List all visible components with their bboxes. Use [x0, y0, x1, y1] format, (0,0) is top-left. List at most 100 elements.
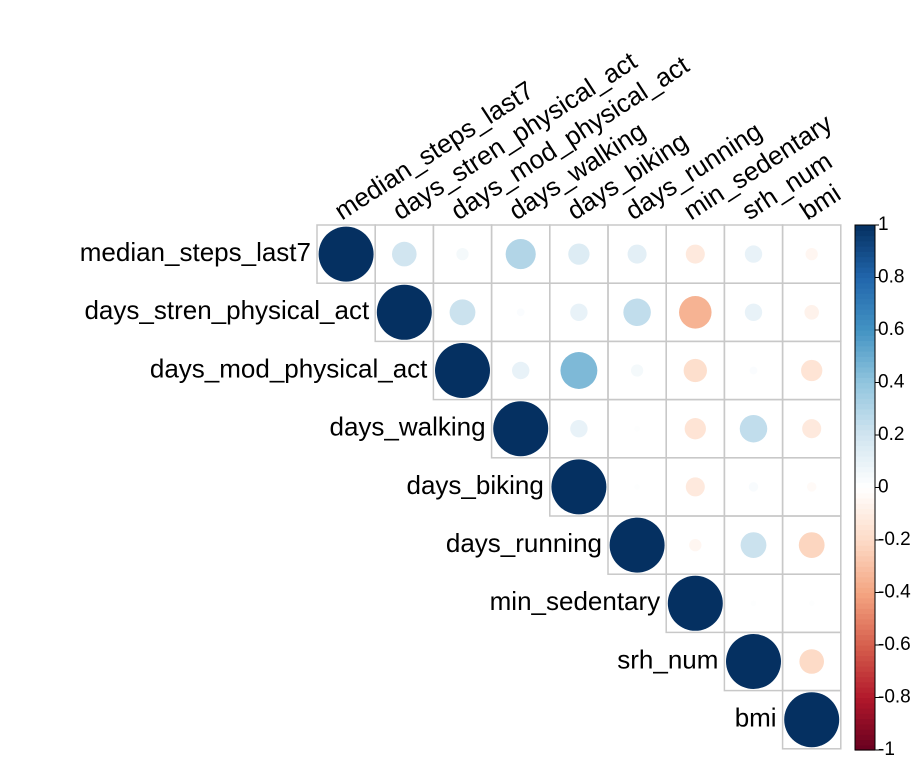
colorbar-segment [855, 372, 875, 378]
colorbar-segment [855, 351, 875, 357]
colorbar-segment [855, 508, 875, 515]
colorbar-segment [855, 739, 875, 746]
colorbar-segment [855, 445, 875, 452]
colorbar-segment [855, 303, 875, 310]
colorbar-segment [855, 676, 875, 683]
colorbar-segment [855, 398, 875, 405]
corr-circle [449, 299, 476, 326]
corr-circle [318, 226, 374, 282]
colorbar-segment [855, 277, 875, 284]
row-label: days_running [446, 528, 602, 558]
corr-circle [623, 298, 651, 327]
colorbar-segment [855, 382, 875, 389]
corr-circle [493, 401, 549, 457]
colorbar-segment [855, 424, 875, 431]
colorbar-segment [855, 377, 875, 384]
corr-circle [551, 459, 607, 515]
colorbar-segment [855, 419, 875, 426]
corr-circle [805, 247, 818, 261]
row-label: days_mod_physical_act [150, 353, 428, 383]
colorbar-segment [855, 298, 875, 305]
colorbar-segment [855, 618, 875, 625]
colorbar-segment [855, 487, 875, 494]
colorbar-segment [855, 666, 875, 672]
colorbar-tick-label: 0 [878, 477, 889, 498]
colorbar-segment [855, 524, 875, 531]
corr-circle [744, 245, 763, 263]
corr-circle [560, 352, 598, 389]
colorbar-segment [855, 634, 875, 641]
corr-circle [804, 305, 819, 320]
row-label: srh_num [617, 644, 718, 674]
colorbar-segment [855, 335, 875, 342]
colorbar-segment [855, 498, 875, 504]
colorbar-segment [855, 246, 875, 252]
corr-circle [685, 477, 705, 497]
colorbar-segment [855, 345, 875, 352]
corr-circle [784, 692, 840, 748]
corr-circle [456, 247, 469, 261]
colorbar-segment [855, 261, 875, 268]
colorbar-segment [855, 408, 875, 415]
corr-circle [634, 425, 640, 432]
colorbar-segment [855, 251, 875, 258]
colorbar-segment [855, 256, 875, 263]
corr-circle [801, 359, 823, 382]
corr-circle [684, 418, 706, 440]
colorbar-segment [855, 324, 875, 331]
corr-circle [505, 239, 536, 270]
colorbar-segment [855, 272, 875, 279]
colorbar-segment [855, 744, 875, 751]
colorbar-segment [855, 366, 875, 373]
colorbar-segment [855, 450, 875, 457]
colorbar-segment [855, 645, 875, 651]
colorbar-segment [855, 429, 875, 436]
colorbar-segment [855, 629, 875, 636]
colorbar-segment [855, 361, 875, 368]
colorbar-segment [855, 608, 875, 615]
colorbar-tick-label: -0.8 [878, 687, 911, 708]
corr-circle [627, 244, 647, 264]
colorbar-segment [855, 587, 875, 594]
corr-circle [740, 532, 767, 558]
row-label: min_sedentary [490, 586, 661, 616]
corr-circle [744, 303, 763, 321]
colorbar-segment [855, 482, 875, 489]
corr-circle [376, 284, 432, 340]
colorbar-segment [855, 466, 875, 473]
corr-circle [630, 364, 644, 377]
colorbar-segment [855, 393, 875, 399]
colorbar-segment [855, 650, 875, 657]
colorbar-segment [855, 681, 875, 688]
corr-circle [748, 482, 759, 492]
colorbar-segment [855, 555, 875, 562]
colorbar-segment [855, 519, 875, 525]
corr-circle [609, 517, 665, 573]
corr-circle [516, 308, 525, 317]
colorbar-tick-label: 0.6 [878, 319, 904, 340]
colorbar-segment [855, 230, 875, 237]
colorbar-segment [855, 692, 875, 699]
colorbar-tick-label: -0.4 [878, 582, 911, 603]
corr-circle [568, 243, 590, 265]
colorbar-segment [855, 566, 875, 573]
colorbar-tick-label: 0.4 [878, 372, 905, 393]
colorbar-segment [855, 471, 875, 478]
row-label: median_steps_last7 [80, 237, 311, 267]
colorbar-tick-label: -0.2 [878, 529, 911, 550]
colorbar-segment [855, 340, 875, 347]
colorbar-segment [855, 529, 875, 536]
colorbar-segment [855, 561, 875, 567]
corr-circle [808, 600, 815, 607]
colorbar-segment [855, 456, 875, 462]
corr-circle [806, 482, 817, 492]
row-label: days_walking [330, 412, 486, 442]
corr-circle [739, 414, 768, 443]
corr-circle [802, 419, 822, 439]
corr-circle [726, 634, 781, 689]
colorbar-segment [855, 319, 875, 326]
colorbar-segment [855, 660, 875, 667]
colorbar-segment [855, 293, 875, 300]
colorbar-segment [855, 718, 875, 725]
